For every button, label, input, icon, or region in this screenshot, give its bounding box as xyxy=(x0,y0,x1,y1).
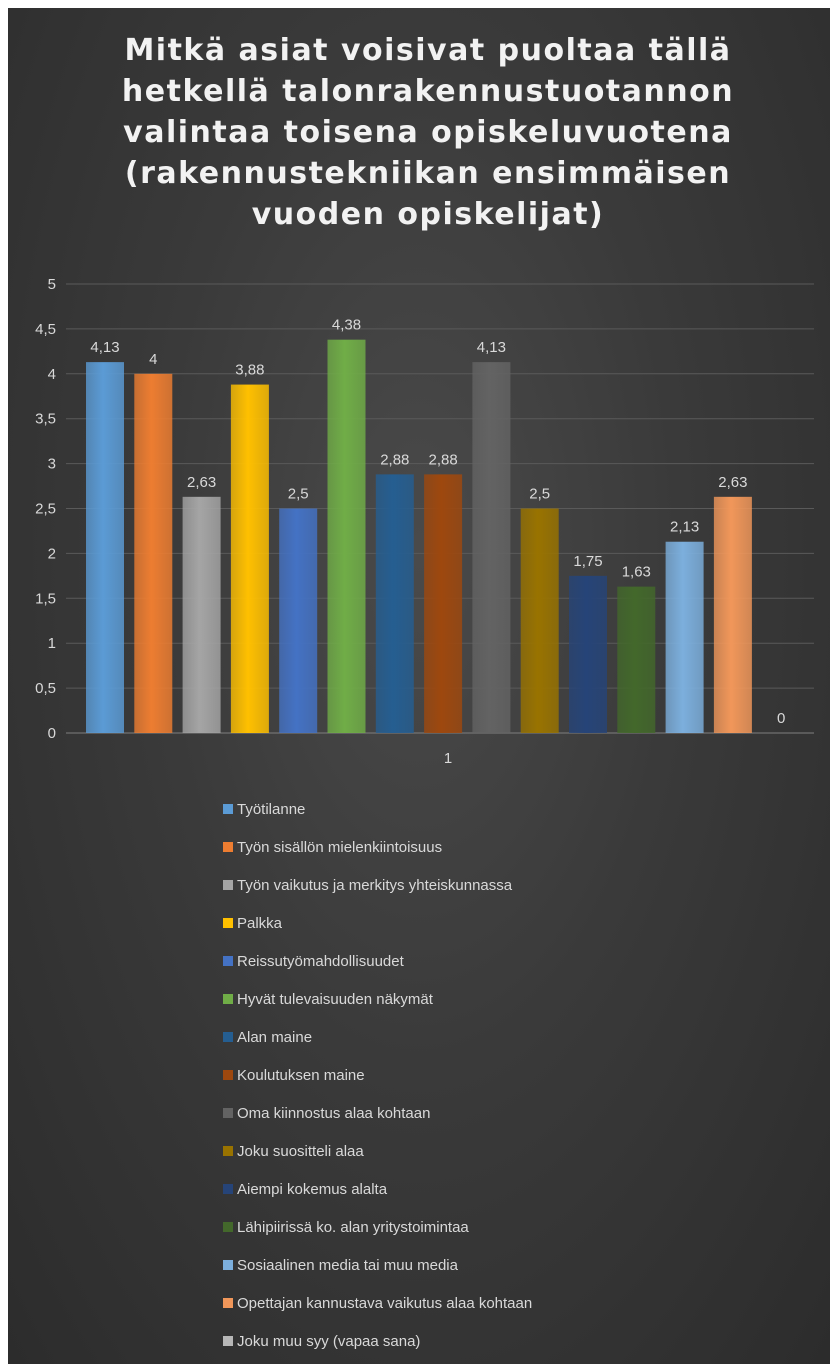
bar-10 xyxy=(520,508,559,733)
legend-label: Palkka xyxy=(237,914,283,932)
data-label: 2,63 xyxy=(187,474,216,491)
y-tick-label: 5 xyxy=(48,276,56,293)
legend-item: Joku suositteli alaa xyxy=(223,1132,783,1170)
legend-item: Hyvät tulevaisuuden näkymät xyxy=(223,980,783,1018)
y-tick-label: 4,5 xyxy=(35,321,56,338)
legend-label: Lähipiirissä ko. alan yritystoimintaa xyxy=(237,1218,469,1236)
legend-swatch xyxy=(223,1070,233,1080)
legend-item: Reissutyömahdollisuudet xyxy=(223,942,783,980)
y-tick-label: 4 xyxy=(48,366,56,383)
legend-item: Oma kiinnostus alaa kohtaan xyxy=(223,1094,783,1132)
y-tick-label: 1,5 xyxy=(35,590,56,607)
bar-3 xyxy=(182,496,221,733)
legend-swatch xyxy=(223,1146,233,1156)
legend-label: Koulutuksen maine xyxy=(237,1066,365,1084)
legend-label: Oma kiinnostus alaa kohtaan xyxy=(237,1104,431,1122)
legend-item: Opettajan kannustava vaikutus alaa kohta… xyxy=(223,1284,783,1322)
bar-4 xyxy=(230,384,269,733)
y-tick-label: 0 xyxy=(48,725,56,742)
y-tick-label: 1 xyxy=(48,635,56,652)
legend-item: Työn vaikutus ja merkitys yhteiskunnassa xyxy=(223,866,783,904)
plot-area: 0 0,5 1 1,5 2 2,5 3 3,5 4 4,5 5 4,13 4 2,63 3,88 2,5 4,3… xyxy=(35,276,814,767)
legend-swatch xyxy=(223,842,233,852)
data-label: 4,38 xyxy=(332,317,361,334)
bar-14 xyxy=(713,496,752,733)
bar-6 xyxy=(327,339,366,733)
bar-13 xyxy=(665,541,704,733)
legend-swatch xyxy=(223,994,233,1004)
y-tick-label: 3,5 xyxy=(35,411,56,428)
chart-frame: Mitkä asiat voisivat puoltaa tällä hetke… xyxy=(8,8,830,1364)
legend-label: Aiempi kokemus alalta xyxy=(237,1180,388,1198)
legend-label: Työn vaikutus ja merkitys yhteiskunnassa xyxy=(237,876,513,894)
legend-swatch xyxy=(223,1298,233,1308)
legend-item: Työn sisällön mielenkiintoisuus xyxy=(223,828,783,866)
legend-swatch xyxy=(223,1260,233,1270)
data-label: 1,75 xyxy=(573,553,602,570)
bar-1 xyxy=(86,362,124,733)
legend-item: Aiempi kokemus alalta xyxy=(223,1170,783,1208)
data-label: 4,13 xyxy=(90,339,119,356)
legend-swatch xyxy=(223,918,233,928)
legend-item: Alan maine xyxy=(223,1018,783,1056)
data-label: 3,88 xyxy=(235,362,264,379)
data-label: 4 xyxy=(149,351,157,368)
data-label: 4,13 xyxy=(477,339,506,356)
bar-5 xyxy=(279,508,318,733)
data-label: 2,13 xyxy=(670,519,699,536)
legend-label: Joku suositteli alaa xyxy=(237,1142,364,1160)
legend-swatch xyxy=(223,1222,233,1232)
legend-label: Reissutyömahdollisuudet xyxy=(237,952,404,970)
bar-8 xyxy=(424,474,463,733)
legend-label: Hyvät tulevaisuuden näkymät xyxy=(237,990,433,1008)
data-label: 2,88 xyxy=(428,451,457,468)
legend-item: Työtilanne xyxy=(223,790,783,828)
legend-swatch xyxy=(223,1032,233,1042)
data-label: 2,88 xyxy=(380,451,409,468)
data-label: 2,5 xyxy=(288,486,309,503)
legend-item: Palkka xyxy=(223,904,783,942)
bar-2 xyxy=(134,373,173,733)
chart-title: Mitkä asiat voisivat puoltaa tällä hetke… xyxy=(121,33,735,232)
legend-swatch xyxy=(223,1184,233,1194)
y-tick-label: 3 xyxy=(48,456,56,473)
y-tick-label: 2,5 xyxy=(35,501,56,518)
legend-swatch xyxy=(223,880,233,890)
bar-7 xyxy=(375,474,414,733)
y-tick-label: 0,5 xyxy=(35,680,56,697)
bar-12 xyxy=(617,586,656,733)
legend-label: Alan maine xyxy=(237,1028,313,1046)
legend-label: Opettajan kannustava vaikutus alaa kohta… xyxy=(237,1294,533,1312)
legend-item: Lähipiirissä ko. alan yritystoimintaa xyxy=(223,1208,783,1246)
data-label: 2,63 xyxy=(718,474,747,491)
legend-swatch xyxy=(223,804,233,814)
legend-label: Joku muu syy (vapaa sana) xyxy=(237,1332,421,1350)
legend-label: Työn sisällön mielenkiintoisuus xyxy=(237,838,443,856)
x-category-label: 1 xyxy=(444,750,452,767)
bar-11 xyxy=(569,575,607,733)
legend-item: Joku muu syy (vapaa sana) xyxy=(223,1322,783,1360)
data-label: 1,63 xyxy=(622,564,651,581)
data-label: 2,5 xyxy=(529,486,550,503)
legend-swatch xyxy=(223,1336,233,1346)
legend-label: Sosiaalinen media tai muu media xyxy=(237,1256,458,1274)
data-label: 0 xyxy=(777,710,785,727)
legend-label: Työtilanne xyxy=(237,800,306,818)
bar-9 xyxy=(472,362,511,733)
legend-swatch xyxy=(223,956,233,966)
legend-swatch xyxy=(223,1108,233,1118)
legend-item: Koulutuksen maine xyxy=(223,1056,783,1094)
y-tick-label: 2 xyxy=(48,545,56,562)
legend-item: Sosiaalinen media tai muu media xyxy=(223,1246,783,1284)
legend: Työtilanne Työn sisällön mielenkiintoisuu… xyxy=(223,790,783,1360)
